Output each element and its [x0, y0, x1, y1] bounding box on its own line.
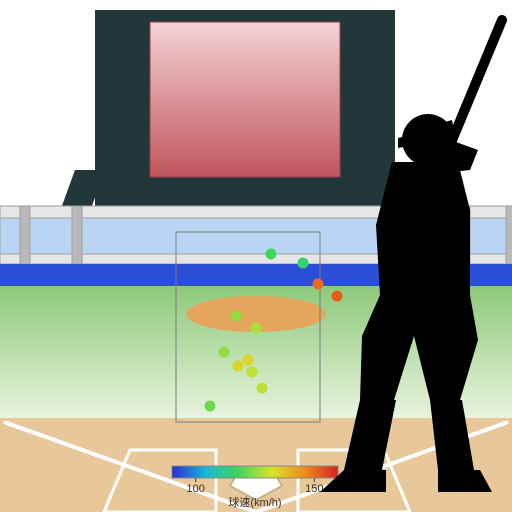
pitch-marker: [219, 347, 230, 358]
pitch-marker: [247, 367, 258, 378]
pitch-location-chart: 100 150 球速(km/h): [0, 0, 512, 512]
pitch-marker: [243, 355, 254, 366]
pitch-marker: [266, 249, 277, 260]
colorbar-label: 球速(km/h): [228, 495, 281, 509]
pitch-marker: [205, 401, 216, 412]
pitch-marker: [231, 311, 242, 322]
pitch-marker: [251, 323, 262, 334]
pitch-marker: [233, 361, 244, 372]
pitch-marker: [298, 258, 309, 269]
colorbar-tick: 100: [187, 483, 205, 495]
colorbar-tick: 150: [305, 483, 323, 495]
pitch-marker: [257, 383, 268, 394]
pitch-marker: [332, 291, 343, 302]
pitch-marker: [313, 279, 324, 290]
scoreboard: [55, 10, 435, 225]
